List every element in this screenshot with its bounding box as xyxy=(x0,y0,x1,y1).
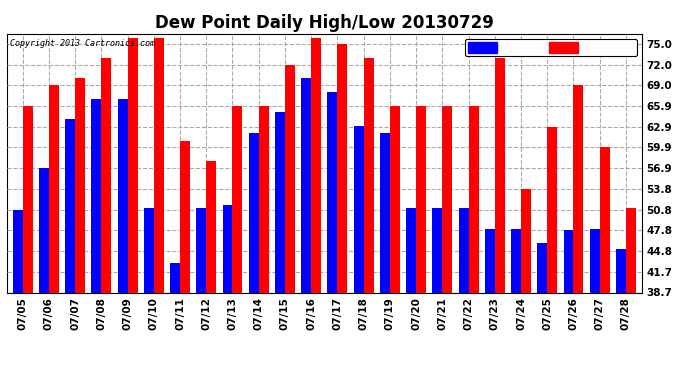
Bar xyxy=(101,58,111,292)
Bar xyxy=(328,92,337,292)
Bar xyxy=(75,78,85,292)
Bar xyxy=(259,106,268,292)
Bar xyxy=(233,106,242,292)
Bar xyxy=(380,133,390,292)
Bar xyxy=(91,99,101,292)
Bar xyxy=(442,106,453,292)
Bar xyxy=(12,210,23,292)
Bar xyxy=(573,85,584,292)
Bar xyxy=(128,38,137,292)
Bar xyxy=(249,133,259,292)
Bar xyxy=(154,38,164,292)
Text: Copyright 2013 Cartronics.com: Copyright 2013 Cartronics.com xyxy=(10,39,155,48)
Bar xyxy=(206,161,216,292)
Bar xyxy=(600,147,610,292)
Bar xyxy=(144,208,154,292)
Bar xyxy=(285,64,295,292)
Bar xyxy=(495,58,505,292)
Bar xyxy=(170,263,180,292)
Bar xyxy=(65,119,75,292)
Bar xyxy=(416,106,426,292)
Bar xyxy=(222,205,233,292)
Bar xyxy=(626,208,636,292)
Bar xyxy=(616,249,626,292)
Bar xyxy=(511,229,521,292)
Bar xyxy=(390,106,400,292)
Legend: Low  (°F), High  (°F): Low (°F), High (°F) xyxy=(465,39,637,56)
Bar xyxy=(354,126,364,292)
Bar xyxy=(196,208,206,292)
Bar xyxy=(180,141,190,292)
Bar xyxy=(311,38,321,292)
Bar xyxy=(521,189,531,292)
Bar xyxy=(364,58,373,292)
Bar xyxy=(39,168,49,292)
Bar xyxy=(49,85,59,292)
Bar xyxy=(590,229,600,292)
Bar xyxy=(117,99,128,292)
Bar xyxy=(538,243,547,292)
Bar xyxy=(23,106,32,292)
Bar xyxy=(337,44,347,292)
Title: Dew Point Daily High/Low 20130729: Dew Point Daily High/Low 20130729 xyxy=(155,14,494,32)
Bar xyxy=(564,230,573,292)
Bar xyxy=(433,208,442,292)
Bar xyxy=(485,229,495,292)
Bar xyxy=(469,106,479,292)
Bar xyxy=(302,78,311,292)
Bar xyxy=(275,112,285,292)
Bar xyxy=(547,127,558,292)
Bar xyxy=(459,208,469,292)
Bar xyxy=(406,208,416,292)
